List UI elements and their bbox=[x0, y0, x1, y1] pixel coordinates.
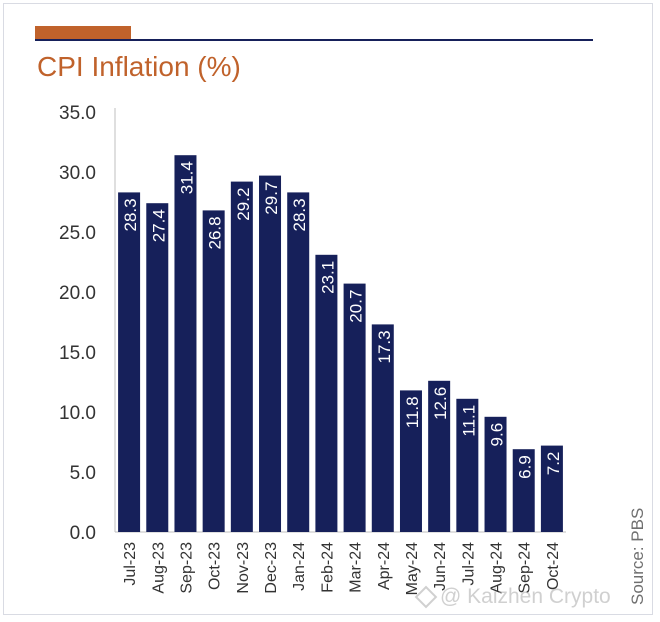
bar-value-label: 12.6 bbox=[431, 387, 450, 420]
bar-feb-24 bbox=[315, 254, 338, 533]
bar-aug-24 bbox=[484, 416, 507, 532]
x-tick-label: Aug-24 bbox=[489, 542, 506, 594]
x-tick-label: Jun-24 bbox=[432, 542, 449, 591]
bar-mar-24 bbox=[343, 283, 366, 532]
bar-value-label: 31.4 bbox=[177, 161, 196, 194]
bar-oct-24 bbox=[540, 445, 563, 532]
bar-value-label: 9.6 bbox=[488, 423, 507, 447]
y-tick-label: 15.0 bbox=[59, 343, 96, 364]
watermark: @ Kaizhen Crypto bbox=[414, 585, 611, 609]
bar-value-label: 20.7 bbox=[347, 290, 366, 323]
x-tick-label: Jul-23 bbox=[122, 542, 139, 586]
x-tick-label: Mar-24 bbox=[348, 542, 365, 593]
bar-value-label: 11.8 bbox=[403, 396, 422, 428]
x-tick-label: Jan-24 bbox=[291, 542, 308, 591]
x-tick-label: May-24 bbox=[404, 542, 421, 595]
x-tick-label: Oct-24 bbox=[545, 542, 562, 590]
bar-value-label: 6.9 bbox=[516, 455, 535, 479]
bar-nov-23 bbox=[230, 181, 253, 532]
bar-dec-23 bbox=[259, 175, 282, 532]
accent-bar bbox=[35, 26, 131, 40]
bar-value-label: 11.1 bbox=[459, 405, 478, 437]
y-tick-label: 20.0 bbox=[59, 283, 96, 304]
bar-jun-24 bbox=[428, 380, 451, 532]
bar-oct-23 bbox=[202, 210, 225, 532]
x-tick-label: Oct-23 bbox=[207, 542, 224, 590]
bar-value-label: 29.2 bbox=[234, 188, 253, 221]
header-rule bbox=[35, 39, 593, 41]
watermark-logo-icon bbox=[414, 585, 438, 609]
y-tick-label: 25.0 bbox=[59, 223, 96, 244]
x-tick-label: Aug-23 bbox=[150, 542, 167, 594]
bar-jul-24 bbox=[456, 398, 479, 532]
chart-title: CPI Inflation (%) bbox=[37, 51, 241, 82]
x-tick-label: Nov-23 bbox=[235, 542, 252, 594]
x-tick-label: Jul-24 bbox=[460, 542, 477, 586]
bar-sep-24 bbox=[512, 449, 535, 532]
bar-value-label: 7.2 bbox=[544, 452, 563, 476]
bar-value-label: 28.3 bbox=[290, 198, 309, 231]
bar-value-label: 17.3 bbox=[375, 330, 394, 363]
x-tick-label: Sep-24 bbox=[517, 542, 534, 594]
bar-value-label: 27.4 bbox=[149, 209, 168, 242]
bar-jan-24 bbox=[287, 192, 310, 532]
bar-value-label: 23.1 bbox=[318, 261, 337, 294]
bar-sep-23 bbox=[174, 155, 197, 532]
bar-may-24 bbox=[399, 390, 422, 532]
bar-jul-23 bbox=[118, 192, 141, 532]
y-tick-label: 35.0 bbox=[59, 103, 96, 124]
bar-value-label: 26.8 bbox=[206, 216, 225, 249]
bar-apr-24 bbox=[371, 324, 394, 532]
watermark-text: @ Kaizhen Crypto bbox=[440, 585, 611, 608]
x-tick-label: Apr-24 bbox=[376, 542, 393, 590]
bar-aug-23 bbox=[146, 203, 169, 532]
x-tick-label: Sep-23 bbox=[178, 542, 195, 594]
y-tick-label: 10.0 bbox=[59, 403, 96, 424]
bar-value-label: 28.3 bbox=[121, 198, 140, 231]
bar-value-label: 29.7 bbox=[262, 182, 281, 215]
source-label: Source: PBS bbox=[628, 507, 647, 605]
y-tick-label: 0.0 bbox=[70, 523, 96, 544]
x-tick-label: Dec-23 bbox=[263, 542, 280, 594]
x-tick-label: Feb-24 bbox=[319, 542, 336, 593]
y-tick-label: 5.0 bbox=[70, 463, 96, 484]
y-tick-label: 30.0 bbox=[59, 163, 96, 184]
